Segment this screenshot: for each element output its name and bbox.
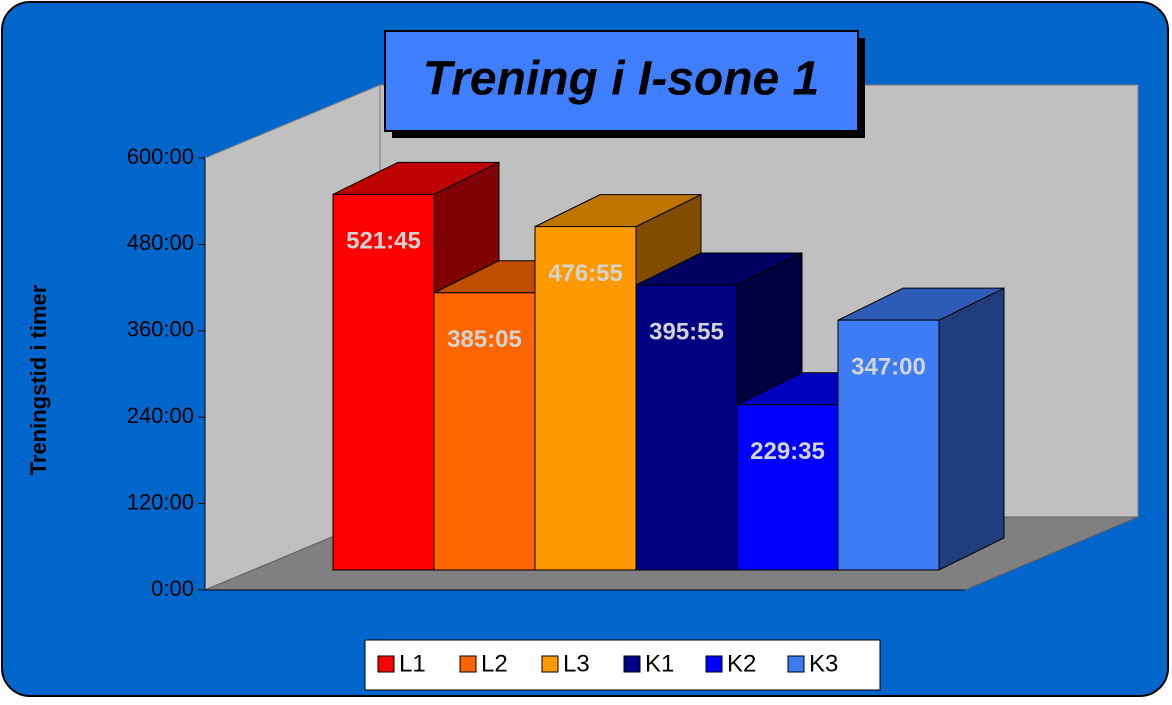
legend-label: K1	[645, 650, 674, 677]
bar-side	[938, 287, 1005, 571]
y-tick-label: 360:00	[127, 317, 194, 342]
data-label: 521:45	[346, 228, 421, 255]
bar-front	[736, 404, 839, 571]
legend-swatch	[705, 655, 723, 673]
y-tick-label: 0:00	[151, 576, 194, 601]
legend-label: K3	[809, 650, 838, 677]
legend-label: K2	[727, 650, 756, 677]
y-tick-label: 120:00	[127, 489, 194, 514]
legend-swatch	[623, 655, 641, 673]
data-label: 229:35	[750, 438, 825, 465]
legend-label: L1	[399, 650, 426, 677]
legend-swatch	[459, 655, 477, 673]
bar-front	[837, 319, 940, 571]
legend-label: L2	[481, 650, 508, 677]
y-tick-label: 480:00	[127, 230, 194, 255]
chart-title: Trening i I-sone 1	[423, 53, 820, 106]
legend-swatch	[541, 655, 559, 673]
legend-swatch	[377, 655, 395, 673]
data-label: 395:55	[649, 318, 724, 345]
data-label: 347:00	[851, 354, 926, 381]
data-label: 476:55	[548, 260, 623, 287]
legend-swatch	[787, 655, 805, 673]
bar	[837, 287, 1005, 571]
y-axis-label: Treningstid i timer	[26, 284, 51, 475]
title-box	[384, 30, 859, 132]
y-tick-label: 600:00	[127, 144, 194, 169]
data-label: 385:05	[447, 326, 522, 353]
legend-label: L3	[563, 650, 590, 677]
y-tick-label: 240:00	[127, 403, 194, 428]
